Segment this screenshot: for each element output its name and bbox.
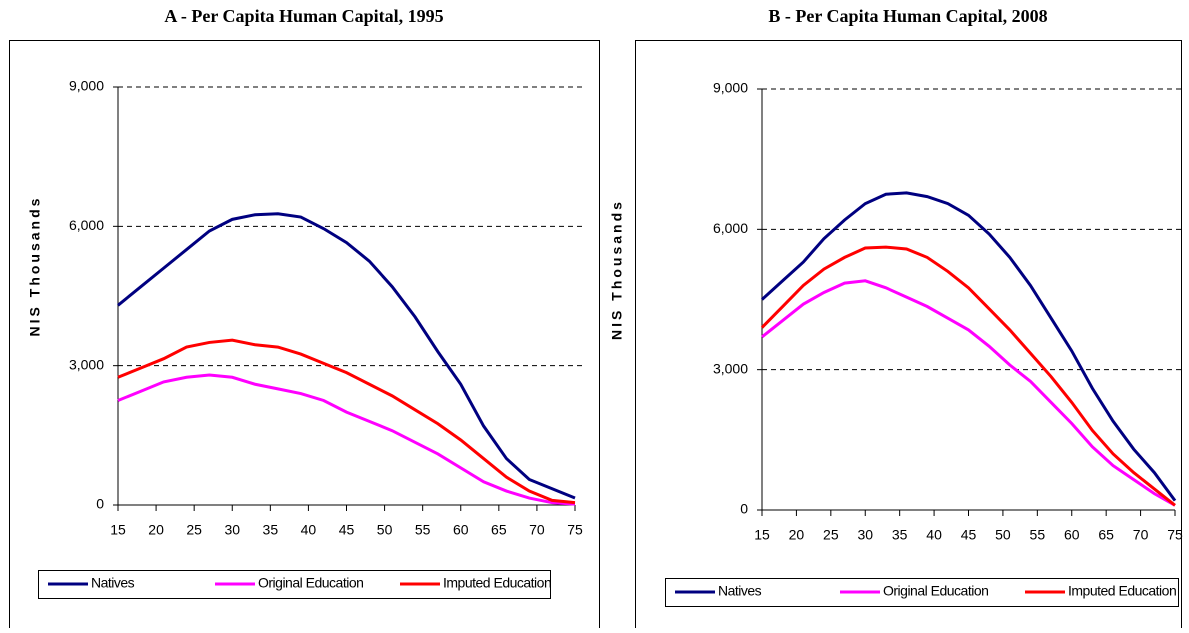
x-tick-label: 70 (1133, 527, 1149, 543)
y-tick-label: 6,000 (713, 220, 748, 236)
y-tick-label: 3,000 (713, 360, 748, 376)
x-tick-label: 20 (148, 522, 164, 538)
panel-frame (9, 40, 600, 633)
x-tick-label: 65 (1098, 527, 1114, 543)
data-line (117, 338, 576, 505)
legend-label: Imputed Education (1068, 583, 1176, 599)
x-tick-label: 50 (995, 527, 1011, 543)
legend-box (665, 578, 1179, 607)
x-tick-label: 40 (301, 522, 317, 538)
x-tick-label: 45 (961, 527, 977, 543)
legend-box (38, 570, 551, 599)
y-tick-label: 3,000 (69, 356, 104, 372)
panel-frame (635, 40, 1182, 633)
y-tick-label: 0 (96, 496, 104, 512)
x-tick-label: 50 (377, 522, 393, 538)
x-tick-label: 40 (926, 527, 942, 543)
x-tick-label: 60 (453, 522, 469, 538)
legend-label: Original Education (258, 575, 363, 591)
y-tick-label: 9,000 (713, 80, 748, 96)
y-axis-label: NIS Thousands (27, 196, 43, 337)
data-line (760, 245, 1176, 507)
x-tick-label: 55 (1030, 527, 1046, 543)
legend-label: Imputed Education (443, 575, 551, 591)
x-tick-label: 75 (1167, 527, 1183, 543)
x-tick-label: 25 (186, 522, 202, 538)
legend-label: Original Education (883, 583, 988, 599)
y-tick-label: 9,000 (69, 78, 104, 94)
data-line (117, 373, 576, 506)
legend-label: Natives (91, 575, 135, 591)
chart-title: B - Per Capita Human Capital, 2008 (768, 6, 1047, 26)
x-tick-label: 25 (823, 527, 839, 543)
legend-label: Natives (718, 583, 762, 599)
data-line (761, 279, 1176, 507)
data-line (117, 212, 576, 500)
y-tick-label: 0 (740, 501, 748, 517)
x-tick-label: 65 (491, 522, 507, 538)
x-tick-label: 60 (1064, 527, 1080, 543)
x-tick-label: 70 (529, 522, 545, 538)
x-tick-label: 30 (857, 527, 873, 543)
x-tick-label: 20 (789, 527, 805, 543)
x-tick-label: 30 (224, 522, 240, 538)
x-tick-label: 75 (567, 522, 583, 538)
x-tick-label: 35 (892, 527, 908, 543)
x-tick-label: 15 (110, 522, 126, 538)
x-tick-label: 55 (415, 522, 431, 538)
chart-title: A - Per Capita Human Capital, 1995 (164, 6, 443, 26)
x-tick-label: 35 (263, 522, 279, 538)
data-line (760, 191, 1177, 502)
x-tick-label: 15 (754, 527, 770, 543)
y-axis-label: NIS Thousands (609, 199, 625, 340)
x-tick-label: 45 (339, 522, 355, 538)
y-tick-label: 6,000 (69, 217, 104, 233)
